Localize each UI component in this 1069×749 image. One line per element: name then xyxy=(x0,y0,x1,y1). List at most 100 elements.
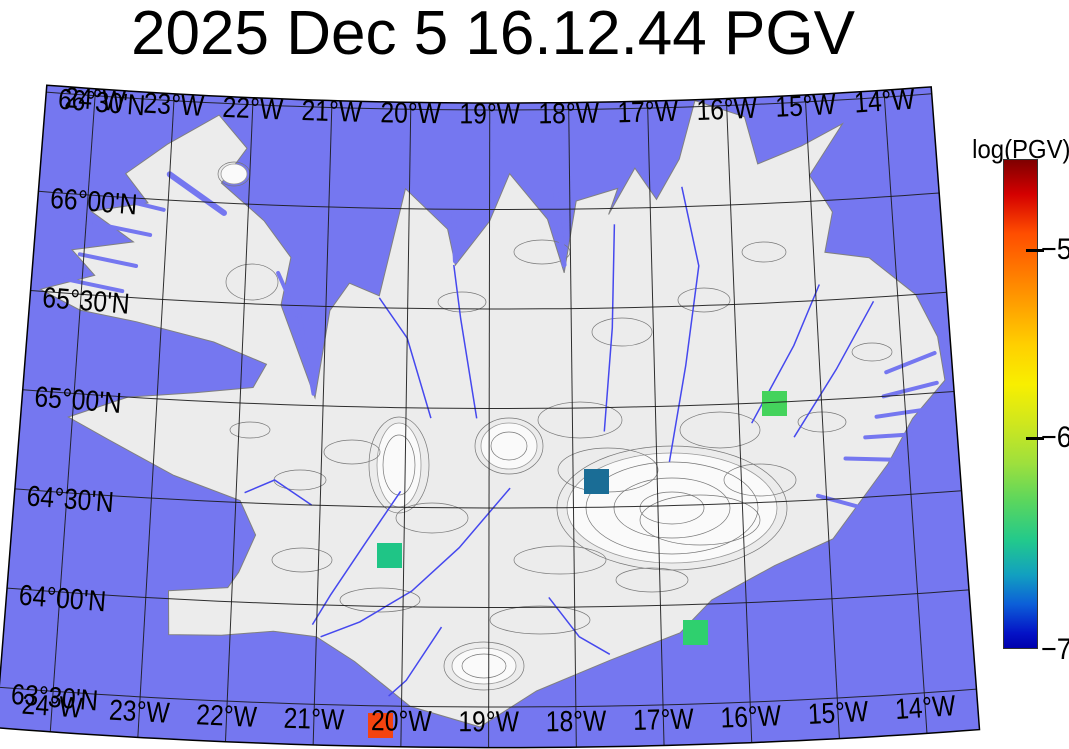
fjord xyxy=(816,493,863,510)
top-longitude-label: 20°W xyxy=(380,96,442,129)
figure-title: 2025 Dec 5 16.12.44 PGV xyxy=(131,0,855,68)
left-latitude-label: 64°30'N xyxy=(26,480,115,519)
graticule-meridian xyxy=(312,100,333,745)
contour-line xyxy=(513,545,607,575)
top-longitude-label: 16°W xyxy=(696,92,758,127)
glacier xyxy=(480,422,538,470)
graticule-meridian xyxy=(137,93,175,738)
contour-line xyxy=(677,287,731,313)
fjord xyxy=(881,380,939,399)
bottom-longitude-label: 16°W xyxy=(720,699,782,734)
graticule-parallel xyxy=(30,290,947,310)
map-border xyxy=(0,84,981,749)
graticule-parallel xyxy=(14,488,962,509)
bottom-longitude-label: 18°W xyxy=(546,705,607,738)
graticule-meridian xyxy=(224,97,254,742)
contour-line xyxy=(229,421,271,439)
bottom-longitude-label: 19°W xyxy=(458,705,519,737)
contour-line xyxy=(613,477,731,539)
top-longitude-label: 15°W xyxy=(775,88,838,123)
top-longitude-label: 17°W xyxy=(617,95,679,129)
graticule-meridian xyxy=(883,90,928,734)
contour-line xyxy=(489,605,591,635)
graticule-meridian xyxy=(488,103,491,748)
fjord xyxy=(843,456,894,462)
fjord xyxy=(863,432,914,440)
station-square xyxy=(584,469,609,494)
fjord xyxy=(552,186,567,268)
contour-line xyxy=(615,567,689,593)
contour-line xyxy=(395,502,469,534)
graticule-parallel xyxy=(46,91,932,111)
top-longitude-label: 23°W xyxy=(143,87,206,123)
graticule-meridian xyxy=(647,101,665,746)
fjord xyxy=(92,221,153,237)
bottom-longitude-label: 14°W xyxy=(894,689,957,725)
top-longitude-label: 14°W xyxy=(853,83,916,119)
left-latitude-label: 66°00'N xyxy=(49,182,138,221)
top-longitude-label: 22°W xyxy=(222,91,284,126)
bottom-longitude-label: 17°W xyxy=(633,703,695,737)
contour-line xyxy=(339,587,421,613)
bottom-longitude-label: 24°W xyxy=(21,688,84,725)
station-square xyxy=(683,620,708,645)
river xyxy=(320,487,511,638)
glacier xyxy=(451,647,517,685)
fjord xyxy=(884,350,937,375)
station-square xyxy=(377,543,402,568)
contour-line xyxy=(591,317,653,347)
river xyxy=(603,224,616,432)
river xyxy=(793,300,875,438)
river xyxy=(453,264,478,419)
fjord xyxy=(297,313,316,396)
contour-line xyxy=(474,417,544,475)
graticule-meridian xyxy=(568,102,577,748)
left-latitude-label: 64°00'N xyxy=(18,579,107,618)
river xyxy=(548,596,611,655)
contour-line xyxy=(679,411,761,449)
contour-line xyxy=(382,434,416,496)
bottom-longitude-label: 20°W xyxy=(371,704,433,737)
bottom-longitude-label: 23°W xyxy=(108,694,171,730)
contour-line xyxy=(323,439,381,465)
bottom-longitude-label: 22°W xyxy=(196,698,258,733)
contour-line xyxy=(585,461,759,555)
graticule xyxy=(0,88,977,748)
left-latitude-label: 63°30'N xyxy=(10,678,99,717)
fjord xyxy=(106,194,166,212)
river xyxy=(668,186,700,463)
graticule-meridian xyxy=(400,102,412,747)
graticule-meridian xyxy=(725,98,753,743)
top-longitude-label: 18°W xyxy=(538,97,599,130)
contour-line xyxy=(271,547,333,573)
graticule-meridian xyxy=(49,88,97,732)
contour-line xyxy=(851,342,893,362)
fjord xyxy=(450,206,458,264)
fjord xyxy=(63,277,125,294)
river xyxy=(311,490,402,625)
contour-line xyxy=(490,431,528,461)
glacier xyxy=(220,163,248,185)
bottom-longitude-label: 15°W xyxy=(807,695,870,730)
contour-line xyxy=(639,491,705,525)
left-latitude-label: 65°30'N xyxy=(41,281,130,320)
river xyxy=(388,626,443,697)
contour-line xyxy=(741,241,787,263)
graticule-parallel xyxy=(0,686,977,708)
fjord xyxy=(874,407,929,419)
river xyxy=(244,479,313,506)
fjord xyxy=(276,271,300,318)
top-longitude-label: 21°W xyxy=(301,94,363,128)
contour-line xyxy=(443,641,525,691)
contour-line xyxy=(225,263,279,301)
iceland-landmass xyxy=(39,100,946,728)
left-latitude-label: 65°00'N xyxy=(33,380,122,419)
bottom-longitude-label: 21°W xyxy=(283,702,345,736)
graticule-meridian xyxy=(804,94,840,739)
fjord xyxy=(166,171,228,216)
top-longitude-label: 24°W xyxy=(64,81,127,118)
contour-line xyxy=(723,463,797,497)
contour-line xyxy=(537,401,623,439)
